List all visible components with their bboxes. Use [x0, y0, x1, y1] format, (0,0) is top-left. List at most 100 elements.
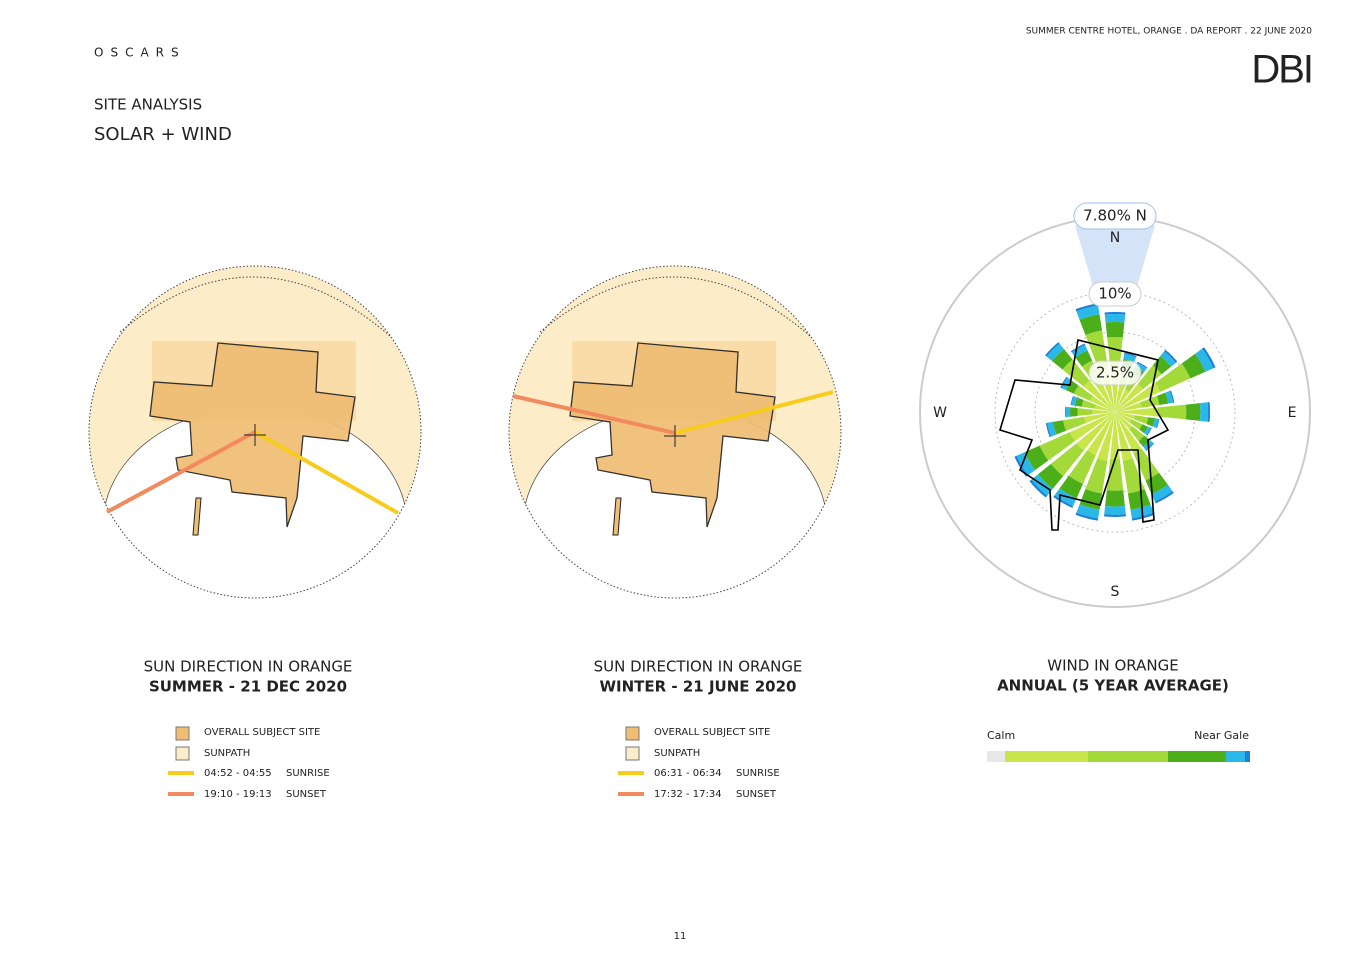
rose-petal — [1164, 349, 1178, 363]
rose-petal — [1136, 361, 1148, 369]
rose-petal — [1095, 404, 1115, 412]
rose-petal — [1047, 421, 1057, 437]
legend-time: 17:32 - 17:34 — [654, 789, 722, 800]
rose-petal — [1140, 395, 1160, 408]
rose-petal — [1123, 353, 1137, 362]
rose-petal — [1200, 402, 1209, 422]
label-box — [1088, 360, 1142, 386]
brand: OSCARS — [94, 46, 186, 60]
rose-petal — [1155, 363, 1191, 392]
legend-swatch — [625, 726, 640, 741]
label-box — [1073, 202, 1157, 230]
rose-petal — [1115, 412, 1132, 423]
rose-petal — [1115, 412, 1135, 420]
rose-petal — [1029, 479, 1048, 498]
rose-petal — [1073, 385, 1094, 401]
rose-petal — [1122, 458, 1145, 494]
rose-petal — [1070, 343, 1086, 353]
panel-subtitle: ANNUAL (5 YEAR AVERAGE) — [997, 677, 1229, 695]
sun-circle — [508, 265, 842, 599]
rose-petal — [1076, 305, 1100, 320]
rose-petal — [1071, 396, 1078, 406]
rose-petal — [1053, 495, 1074, 508]
rose-petal — [1181, 353, 1206, 379]
sun-diagram: SUN DIRECTION IN ORANGE WINTER - 21 JUNE … — [508, 265, 842, 800]
rose-petal — [1160, 351, 1176, 367]
legend-time: 06:31 - 06:34 — [654, 768, 722, 779]
legend-label: SUNPATH — [654, 748, 700, 759]
rose-petal — [1063, 416, 1086, 431]
rose-petal — [1157, 392, 1169, 405]
rose-petal — [1129, 426, 1145, 442]
rose-petal — [1090, 396, 1115, 412]
rose-petal — [1154, 491, 1174, 504]
rose-petal — [1115, 412, 1133, 461]
rose-petal — [1079, 314, 1103, 335]
rose-petal — [1157, 404, 1187, 420]
rose-petal — [1092, 409, 1115, 415]
building-leg — [192, 497, 202, 536]
rose-petal — [1115, 402, 1142, 412]
rose-petal — [1062, 359, 1090, 387]
rose-petal — [1024, 445, 1049, 471]
logo: DBI — [1251, 48, 1312, 92]
rose-petal — [1085, 458, 1108, 494]
compass-n: N — [1110, 230, 1120, 246]
scale-bar — [1226, 751, 1245, 762]
rose-petal — [1075, 350, 1093, 367]
rose-petal — [1083, 412, 1115, 424]
rose-petal — [1068, 450, 1096, 484]
rose-petal — [1097, 412, 1115, 461]
legend-label: SUNRISE — [736, 768, 780, 779]
panel-subtitle: WINTER - 21 JUNE 2020 — [599, 678, 796, 696]
ring-label: 10% — [1098, 285, 1131, 303]
rose-petal — [1050, 443, 1084, 477]
peak-beam — [1075, 225, 1155, 300]
rose-petal — [1104, 311, 1126, 315]
panel-subtitle: SUMMER - 21 DEC 2020 — [149, 678, 347, 696]
rose-petal — [1104, 313, 1126, 323]
panel-title: SUN DIRECTION IN ORANGE — [594, 658, 803, 676]
legend-label: OVERALL SUBJECT SITE — [654, 727, 770, 738]
rose-petal — [1076, 412, 1115, 451]
rose-petal — [1016, 452, 1035, 476]
center-mark — [244, 424, 266, 446]
rose-petal — [1115, 407, 1158, 417]
label-box — [1088, 281, 1142, 307]
compass-e: E — [1288, 405, 1297, 421]
rose-petal — [1110, 412, 1120, 460]
scale-bar — [1168, 751, 1226, 762]
peak-label: 7.80% N — [1083, 207, 1147, 225]
rose-petal — [1069, 412, 1115, 442]
rose-petal — [1081, 399, 1097, 409]
rose-petal — [1115, 412, 1142, 454]
section-title: SITE ANALYSIS — [94, 96, 202, 114]
legend-label: OVERALL SUBJECT SITE — [204, 727, 320, 738]
sunrise-line — [674, 390, 834, 435]
page-number: 11 — [674, 931, 687, 942]
building-outline — [999, 339, 1170, 531]
rose-petal — [1065, 380, 1079, 394]
rose-petal — [1139, 424, 1148, 434]
rose-petal — [1104, 506, 1126, 515]
scale-bar — [1245, 751, 1250, 762]
rose-petal — [1083, 380, 1115, 412]
wind-rose: N E S W 7.80% N 10% 2.5% WIND IN ORANGE ANNUAL (… — [919, 202, 1311, 762]
rose-petal — [1124, 352, 1137, 358]
rose-petal — [1054, 488, 1077, 506]
rose-petal — [1115, 382, 1161, 412]
rose-petal — [1152, 418, 1159, 428]
legend-swatch — [625, 746, 640, 761]
ring-label: 2.5% — [1096, 364, 1134, 382]
scale-high: Near Gale — [1194, 729, 1249, 742]
sunset-line — [106, 430, 256, 514]
sunset-line — [512, 394, 676, 435]
rose-petal — [1127, 489, 1151, 510]
rose-petal — [1138, 435, 1150, 447]
rose-petal — [1151, 484, 1173, 502]
rose-petal — [1052, 349, 1073, 370]
rose-petal — [1045, 342, 1060, 357]
rose-petal — [1106, 459, 1124, 491]
center-mark — [664, 425, 686, 447]
